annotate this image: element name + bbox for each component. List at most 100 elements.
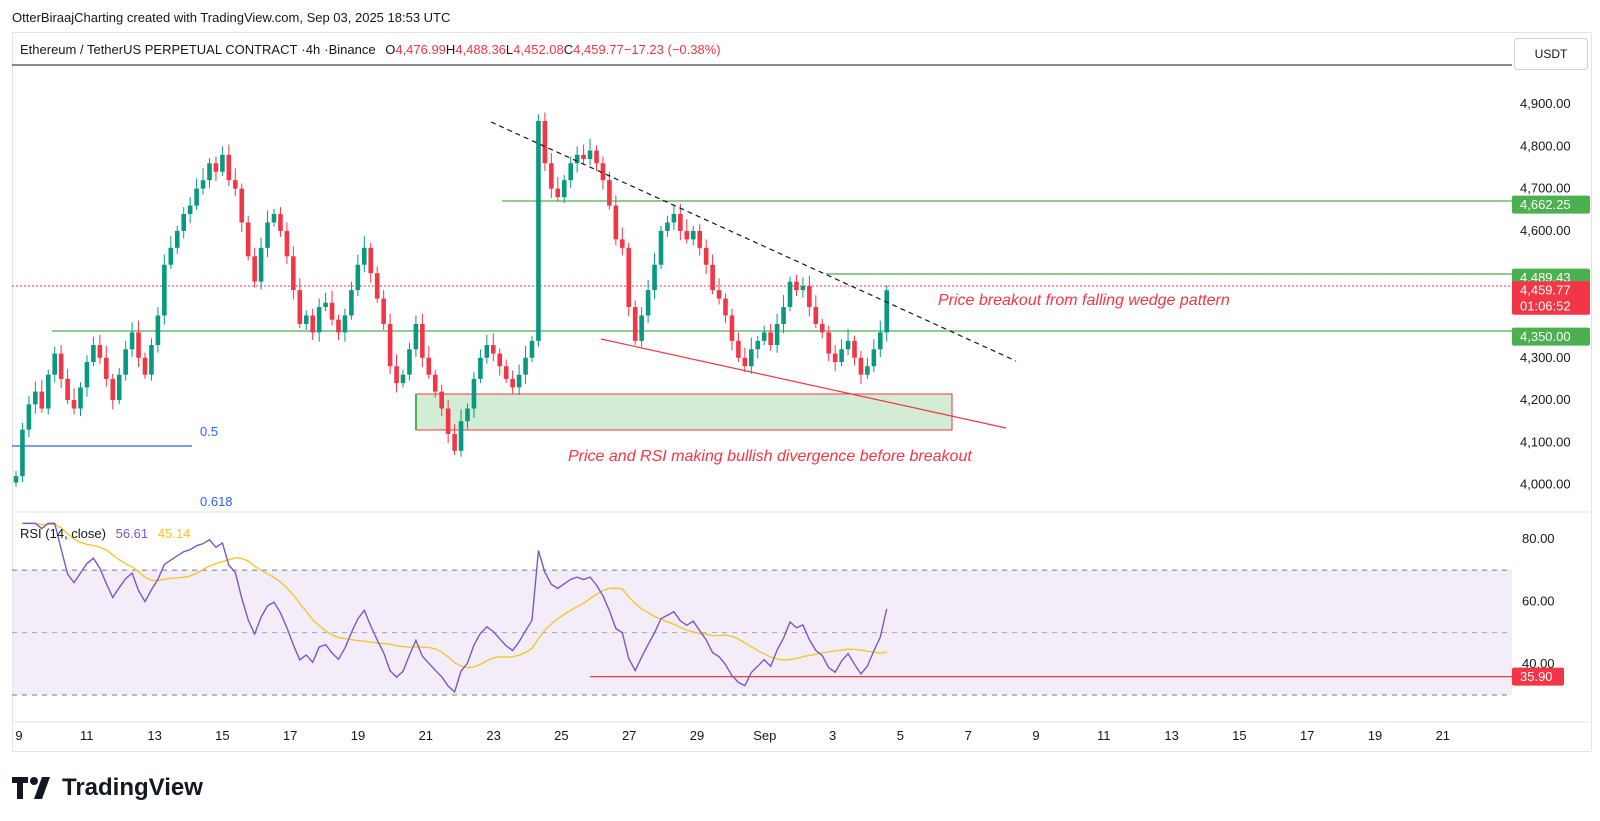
interval-label[interactable]: 4h xyxy=(305,42,321,57)
candle-body xyxy=(258,247,264,282)
candle-body xyxy=(368,247,374,274)
candle-body xyxy=(174,230,180,248)
price-label-box xyxy=(1512,296,1590,315)
candle-body xyxy=(336,319,341,333)
divergence-annotation[interactable]: Price and RSI making bullish divergence … xyxy=(568,448,972,465)
candle-body xyxy=(387,323,393,367)
time-tick-label: 21 xyxy=(419,728,433,743)
candle-body xyxy=(710,264,715,291)
price-axis[interactable]: 4,900.00 4,800.00 4,700.00 4,600.00 4,300.00… xyxy=(1520,96,1571,492)
candle-body xyxy=(33,391,38,405)
candle-body xyxy=(819,323,825,333)
candle-body xyxy=(620,239,625,248)
candle-body xyxy=(13,476,19,483)
price-tick-label: 4,600.00 xyxy=(1520,223,1571,238)
time-tick-label: 27 xyxy=(622,728,636,743)
candle-body xyxy=(484,345,490,358)
candle-body xyxy=(561,180,567,198)
candle-body xyxy=(381,298,386,324)
candle-body xyxy=(200,180,206,189)
candle-body xyxy=(407,349,412,375)
price-label-text: 01:06:52 xyxy=(1520,298,1571,313)
demand-zone[interactable] xyxy=(415,393,953,431)
candle-body xyxy=(826,332,831,354)
candle-body xyxy=(39,391,45,409)
candle-body xyxy=(52,353,57,375)
candle-body xyxy=(755,340,761,350)
time-tick-label: 5 xyxy=(897,728,904,743)
candle-body xyxy=(362,247,367,265)
candle-body xyxy=(233,180,238,189)
candle-body xyxy=(542,120,548,164)
candle-body xyxy=(452,433,457,451)
rsi-legend-ma-value: 45.14 xyxy=(157,526,191,541)
chart-caption: OtterBiraajCharting created with Trading… xyxy=(12,10,451,25)
tradingview-logo[interactable]: TradingView xyxy=(12,774,203,802)
candle-body xyxy=(207,163,212,181)
candle-body xyxy=(645,290,651,316)
candle-body xyxy=(439,391,444,409)
candle-body xyxy=(458,421,464,451)
wedge-upper-trendline[interactable] xyxy=(490,121,1017,362)
candle-body xyxy=(252,256,257,282)
candle-body xyxy=(478,357,483,379)
candle-body xyxy=(742,357,748,367)
candle-body xyxy=(587,150,593,160)
time-tick-label: 17 xyxy=(283,728,297,743)
candle-body xyxy=(574,154,580,164)
candle-body xyxy=(316,307,322,333)
candle-body xyxy=(723,298,728,316)
rsi-legend[interactable]: RSI (14, close) 56.61 45.14 xyxy=(20,526,190,541)
candle-body xyxy=(491,345,496,354)
candle-body xyxy=(284,230,290,257)
candle-body xyxy=(226,154,232,181)
rsi-support-label-box xyxy=(1512,667,1564,686)
candle-body xyxy=(697,230,702,248)
time-axis[interactable]: 9 11 13 15 17 19 21 23 25 27 29 Sep 3 5 7 9 11 13 15 17 19 21 xyxy=(15,728,1450,743)
candle-body xyxy=(213,163,219,172)
candle-body xyxy=(774,323,780,346)
candle-body xyxy=(20,429,25,477)
price-tick-label: 4,200.00 xyxy=(1520,392,1571,407)
high-label: H xyxy=(445,42,456,57)
time-tick-label: 21 xyxy=(1436,728,1450,743)
exchange-label: Binance xyxy=(328,42,376,57)
candle-body xyxy=(84,362,90,388)
candle-body xyxy=(729,315,735,341)
candle-body xyxy=(194,188,199,206)
candle-body xyxy=(97,345,103,358)
symbol-name[interactable]: Ethereum / TetherUS PERPETUAL CONTRACT xyxy=(20,42,298,57)
candle-body xyxy=(465,408,470,422)
candle-body xyxy=(110,378,116,401)
rsi-support-label: 35.90 xyxy=(1520,669,1553,684)
candle-body xyxy=(91,345,96,362)
candle-body xyxy=(142,357,148,375)
candle-body xyxy=(245,222,251,257)
candle-body xyxy=(549,163,554,189)
candle-body xyxy=(432,374,438,392)
wedge-lower-trendline[interactable] xyxy=(600,338,1007,429)
breakout-annotation[interactable]: Price breakout from falling wedge patter… xyxy=(938,292,1230,309)
price-rsi-chart[interactable]: 0.5 0.618 Price breakout from falling we… xyxy=(0,0,1600,760)
candle-body xyxy=(420,323,425,358)
time-tick-label: 13 xyxy=(147,728,161,743)
candle-body xyxy=(813,307,819,324)
time-tick-label: Sep xyxy=(753,728,776,743)
symbol-header: Ethereum / TetherUS PERPETUAL CONTRACT ·4… xyxy=(20,42,721,57)
tradingview-logo-text: TradingView xyxy=(62,774,203,801)
candle-body xyxy=(761,332,767,341)
change-value: −17.23 (−0.38%) xyxy=(623,42,721,57)
candle-body xyxy=(865,366,870,375)
candle-body xyxy=(123,349,128,375)
currency-button[interactable]: USDT xyxy=(1514,38,1588,70)
price-tick-label: 4,700.00 xyxy=(1520,181,1571,196)
time-tick-label: 19 xyxy=(351,728,365,743)
time-tick-label: 15 xyxy=(215,728,229,743)
candle-body xyxy=(807,285,812,308)
time-tick-label: 23 xyxy=(486,728,500,743)
candle-body xyxy=(239,188,245,223)
candle-body xyxy=(529,340,535,358)
candlestick-series xyxy=(13,112,890,487)
